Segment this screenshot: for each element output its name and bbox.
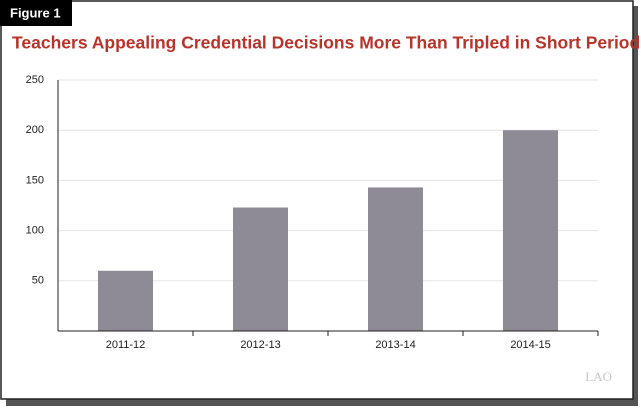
bar <box>368 187 423 331</box>
figure-label: Figure 1 <box>10 5 61 20</box>
y-tick-label: 200 <box>26 124 44 136</box>
watermark: LAO <box>585 369 612 384</box>
x-tick-label: 2013-14 <box>375 339 415 351</box>
y-tick-label: 250 <box>26 74 44 86</box>
bar <box>233 207 288 331</box>
bar <box>98 270 153 331</box>
y-tick-label: 50 <box>32 275 44 287</box>
x-tick-label: 2014-15 <box>510 339 550 351</box>
figure-label-box <box>0 0 72 26</box>
x-tick-label: 2012-13 <box>240 339 280 351</box>
y-tick-label: 100 <box>26 225 44 237</box>
bar <box>503 130 558 331</box>
chart-title: Teachers Appealing Credential Decisions … <box>12 33 640 53</box>
x-tick-label: 2011-12 <box>106 339 146 351</box>
y-tick-label: 150 <box>26 174 44 186</box>
